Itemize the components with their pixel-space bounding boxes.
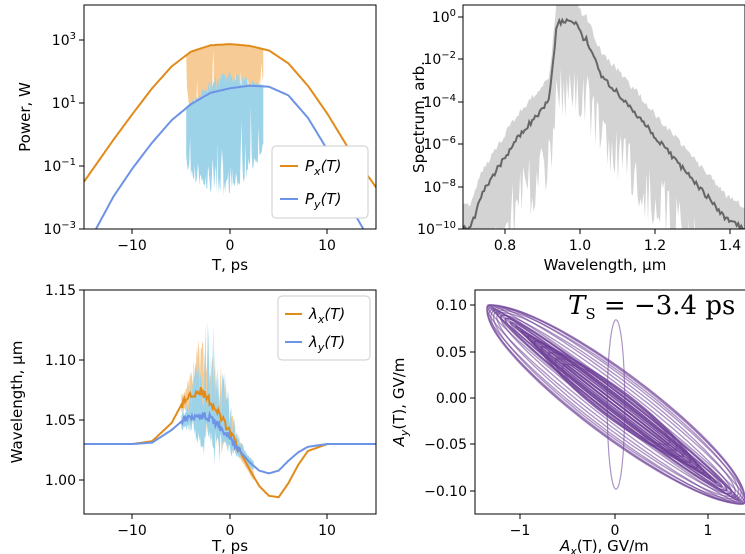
polarization-x-ticks: −1 0 1 — [510, 514, 713, 539]
spectrum-xtick-label: 1.0 — [569, 238, 591, 254]
power-panel: −10 0 10 103 101 10−1 10−3 T, ps Power, … — [16, 4, 377, 274]
polarization-loop — [496, 311, 736, 497]
power-x-ticks: −10 0 10 — [117, 229, 336, 254]
legend-entry-px: Px(T) — [305, 157, 341, 178]
wavelength-legend: λx(T) λy(T) — [277, 295, 371, 361]
power-x-axis-label: T, ps — [211, 256, 248, 274]
legend-entry-py: Py(T) — [305, 190, 341, 211]
wavelength-y-axis-label: Wavelength, μm — [8, 341, 26, 464]
polarization-ytick-label: 0.05 — [436, 345, 467, 361]
power-legend: Px(T) Py(T) — [271, 145, 369, 219]
spectrum-ytick-label: 100 — [432, 8, 456, 26]
polarization-xtick-label: 0 — [611, 523, 620, 539]
polarization-loop — [527, 335, 705, 474]
px-series-line — [84, 43, 376, 188]
lambda-y-fluctuation-band — [181, 321, 254, 471]
polarization-y-ticks: 0.10 0.05 0.00 −0.05 −0.10 — [424, 298, 475, 500]
spectrum-ytick-label: 10−8 — [423, 178, 456, 196]
polarization-loop — [547, 351, 685, 458]
wavelength-ytick-label: 1.05 — [45, 413, 76, 429]
power-ytick-label: 10−3 — [43, 220, 76, 238]
wavelength-ytick-label: 1.15 — [45, 283, 76, 299]
wavelength-y-ticks: 1.15 1.10 1.05 1.00 — [45, 283, 84, 489]
wavelength-ytick-label: 1.00 — [45, 473, 76, 489]
polarization-ytick-label: −0.05 — [424, 437, 467, 453]
polarization-loop — [533, 340, 699, 469]
polarization-ytick-label: −0.10 — [424, 484, 467, 500]
spectrum-ytick-label: 10−6 — [423, 135, 456, 153]
spectrum-xtick-label: 1.4 — [719, 238, 741, 254]
spectrum-panel: 0.8 1.0 1.2 1.4 100 10−2 10−4 10−6 10−8 … — [410, 4, 745, 274]
power-xtick-label: −10 — [117, 238, 147, 254]
spectrum-series-line — [463, 17, 745, 229]
polarization-panel: −1 0 1 0.10 0.05 0.00 −0.05 −0.10 Ax(T),… — [390, 289, 745, 554]
spectrum-ytick-label: 10−4 — [423, 93, 456, 111]
polarization-ytick-label: 0.10 — [436, 298, 467, 314]
power-y-axis-label: Power, W — [16, 82, 34, 152]
spectrum-fluctuation-band — [463, 5, 745, 229]
power-xtick-label: 0 — [226, 238, 235, 254]
power-ytick-label: 10−1 — [43, 157, 76, 175]
polarization-loop — [560, 363, 671, 446]
spectrum-axes-frame — [462, 4, 745, 230]
polarization-ytick-label: 0.00 — [436, 391, 467, 407]
polarization-y-axis-label: Ay(T), GV/m — [390, 358, 411, 448]
power-ytick-label: 103 — [52, 31, 76, 49]
polarization-loop — [500, 314, 733, 495]
power-y-ticks: 103 101 10−1 10−3 — [43, 31, 84, 238]
polarization-loop — [504, 317, 728, 492]
polarization-loop — [488, 306, 744, 503]
polarization-loop — [540, 345, 692, 464]
polarization-loop — [515, 325, 718, 484]
legend-entry-lambda-x: λx(T) — [308, 305, 345, 326]
lambda-y-series-line — [84, 410, 376, 475]
polarization-loop — [527, 335, 705, 474]
wavelength-x-axis-label: T, ps — [211, 537, 248, 554]
polarization-xtick-label: 1 — [704, 523, 713, 539]
power-ytick-label: 101 — [52, 94, 76, 112]
spectrum-x-ticks: 0.8 1.0 1.2 1.4 — [494, 229, 741, 254]
polarization-loop — [515, 325, 718, 484]
wavelength-ytick-label: 1.10 — [45, 353, 76, 369]
polarization-loop — [492, 309, 740, 500]
spectrum-xtick-label: 1.2 — [644, 238, 666, 254]
wavelength-xtick-label: −10 — [117, 523, 147, 539]
polarization-trajectory — [486, 303, 745, 506]
wavelength-panel: −10 0 10 1.15 1.10 1.05 1.00 T, ps Wavel… — [8, 283, 377, 554]
spectrum-y-axis-label: Spectrum, arb. — [410, 61, 428, 173]
legend-entry-lambda-y: λy(T) — [308, 333, 345, 354]
spectrum-xtick-label: 0.8 — [494, 238, 516, 254]
spectrum-ytick-label: 10−10 — [417, 220, 456, 238]
polarization-xtick-label: −1 — [510, 523, 531, 539]
polarization-x-axis-label: Ax(T), GV/m — [559, 537, 649, 554]
wavelength-x-ticks: −10 0 10 — [117, 514, 336, 539]
polarization-loop — [490, 307, 742, 502]
spectrum-ytick-label: 10−2 — [423, 50, 456, 68]
polarization-loop — [606, 319, 626, 490]
power-xtick-label: 10 — [318, 238, 336, 254]
polarization-axes-frame — [474, 289, 745, 515]
wavelength-xtick-label: 10 — [318, 523, 336, 539]
soliton-time-annotation: TS = −3.4 ps — [568, 291, 735, 323]
wavelength-xtick-label: 0 — [226, 523, 235, 539]
spectrum-x-axis-label: Wavelength, μm — [544, 256, 667, 274]
py-fluctuation-band — [186, 71, 264, 196]
